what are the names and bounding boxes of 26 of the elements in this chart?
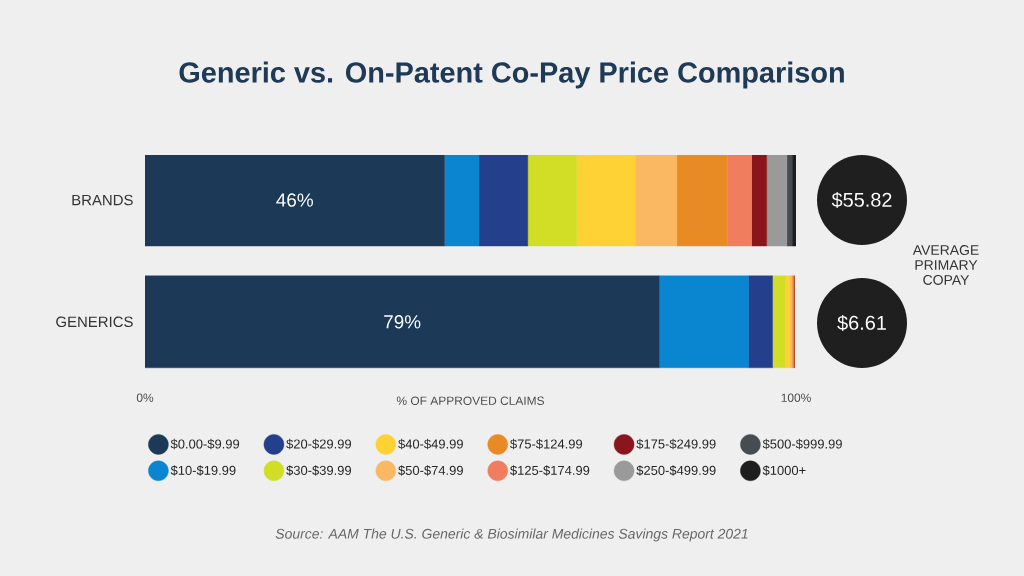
legend-label: $0.00-$9.99 [170, 438, 240, 450]
legend-label: $500-$999.99 [762, 438, 842, 450]
data-label: 79% [384, 315, 421, 329]
chart-title: Generic vs. On-Patent Co-Pay Price Comparison [179, 61, 844, 89]
legend-label: $175-$249.99 [636, 438, 716, 450]
y-tick-label: BRANDS [72, 194, 133, 206]
text: $55.82 [831, 191, 892, 209]
text: $6.61 [837, 314, 886, 332]
legend-label: $40-$49.99 [398, 438, 463, 450]
legend-label: $50-$74.99 [398, 465, 463, 476]
data-label: 46% [276, 193, 313, 207]
y-tick-label: GENERICS [56, 316, 133, 328]
x-tick-label: 100% [781, 393, 811, 402]
x-axis-title: % OF APPROVED CLAIMS [396, 396, 545, 405]
x-tick-label: 0% [136, 393, 154, 402]
legend-label: $75-$124.99 [510, 438, 583, 450]
text: AVERAGE PRIMARY COPAY [912, 245, 979, 285]
legend-label: $1000+ [762, 465, 806, 476]
legend-label: $125-$174.99 [510, 465, 590, 476]
legend-label: $250-$499.99 [636, 465, 716, 476]
bar [751, 155, 767, 247]
legend-label: $30-$39.99 [286, 465, 352, 476]
bar [727, 155, 752, 247]
text: Source: AAM The U.S. Generic & Biosimilar Medicines Savings Report 2021 [275, 528, 748, 542]
legend-label: $20-$29.99 [286, 438, 352, 450]
legend-label: $10-$19.99 [170, 465, 236, 476]
